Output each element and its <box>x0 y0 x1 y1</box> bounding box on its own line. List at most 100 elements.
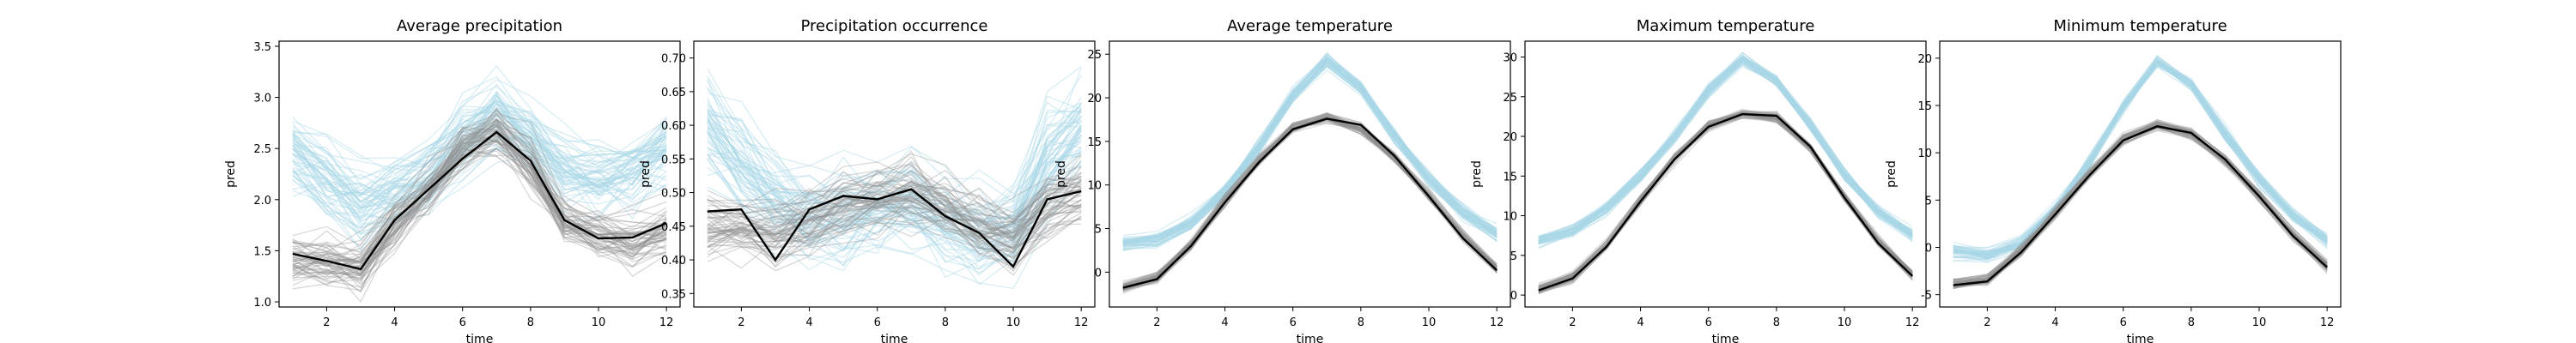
blue-ensemble-line <box>1122 61 1498 249</box>
gray-ensemble-line <box>1953 126 2328 285</box>
gray-ensemble-line <box>292 147 667 274</box>
x-tick-label: 8 <box>2188 316 2195 329</box>
blue-ensemble-line <box>292 118 667 226</box>
gray-ensemble-line <box>292 118 667 254</box>
blue-ensemble-line <box>707 128 1082 238</box>
blue-ensemble-line <box>292 111 667 203</box>
blue-ensemble-line <box>1953 63 2328 254</box>
blue-ensemble-line <box>1953 61 2328 253</box>
gray-ensemble-line <box>1538 111 1913 289</box>
blue-ensemble-line <box>1953 62 2328 263</box>
y-tick-label: 3.5 <box>253 41 271 54</box>
y-tick-label: 0.65 <box>661 87 686 99</box>
gray-ensemble-line <box>707 198 1082 237</box>
gray-ensemble-line <box>707 153 1082 226</box>
blue-ensemble-line <box>1122 58 1498 247</box>
x-tick-label: 4 <box>391 316 398 329</box>
chart-title: Average precipitation <box>397 17 562 35</box>
gray-ensemble-line <box>1122 113 1498 291</box>
gray-ensemble-line <box>292 109 667 264</box>
blue-ensemble-line <box>1122 56 1498 240</box>
blue-ensemble-line <box>707 67 1082 211</box>
blue-ensemble-line <box>1538 57 1913 245</box>
blue-ensemble-line <box>292 106 667 187</box>
gray-ensemble-line <box>1538 112 1913 292</box>
blue-ensemble-line <box>1953 59 2328 253</box>
gray-ensemble-line <box>1122 116 1498 292</box>
gray-ensemble-line <box>292 147 667 277</box>
axes-frame <box>278 40 681 308</box>
y-tick-label: 0.70 <box>661 53 686 66</box>
blue-ensemble-line <box>707 93 1082 218</box>
blue-ensemble-line <box>1953 60 2328 261</box>
gray-ensemble-line <box>1953 121 2328 280</box>
blue-ensemble-line <box>1538 51 1913 238</box>
blue-ensemble-line <box>292 155 667 250</box>
blue-ensemble-line <box>1122 60 1498 247</box>
blue-ensemble-line <box>1538 56 1913 243</box>
blue-ensemble-line <box>292 110 667 220</box>
gray-ensemble-line <box>1122 111 1498 290</box>
blue-ensemble-line <box>292 108 667 185</box>
blue-ensemble-line <box>707 127 1082 253</box>
blue-ensemble-line <box>1538 56 1913 238</box>
x-tick-label: 12 <box>659 316 674 329</box>
gray-ensemble-line <box>1538 117 1913 292</box>
blue-ensemble-line <box>1953 64 2328 252</box>
blue-ensemble-line <box>707 87 1082 225</box>
y-tick-label: 0 <box>1510 290 1517 303</box>
gray-ensemble-line <box>1538 108 1913 286</box>
blue-ensemble-line <box>707 107 1082 236</box>
gray-ensemble-line <box>707 182 1082 230</box>
gray-ensemble-line <box>292 112 667 271</box>
blue-ensemble-line <box>1538 56 1913 243</box>
blue-ensemble-line <box>292 109 667 197</box>
blue-ensemble-line <box>1953 63 2328 256</box>
blue-ensemble-line <box>1122 55 1498 244</box>
gray-ensemble-line <box>707 186 1082 250</box>
blue-ensemble-line <box>1953 60 2328 263</box>
chart-panel-3: 2 4 6 8 10 12 0 5 10 15 20 25 Average temperature tim… <box>1054 17 1511 343</box>
blue-ensemble-line <box>1122 63 1498 245</box>
gray-ensemble-line <box>292 141 667 280</box>
blue-ensemble-line <box>292 93 667 214</box>
y-tick-label: 0 <box>1925 242 1932 255</box>
gray-ensemble-line <box>292 144 667 289</box>
y-tick-label: 3.0 <box>253 93 271 105</box>
blue-ensemble-line <box>707 75 1082 214</box>
gray-ensemble-line <box>1953 123 2328 286</box>
blue-ensemble-line <box>292 108 667 208</box>
gray-ensemble-line <box>707 190 1082 242</box>
gray-ensemble-line <box>1538 116 1913 293</box>
blue-ensemble-line <box>1953 59 2328 259</box>
blue-ensemble-line <box>292 101 667 208</box>
blue-ensemble-line <box>1953 66 2328 256</box>
gray-ensemble-line <box>1538 113 1913 291</box>
blue-ensemble-line <box>1953 61 2328 257</box>
gray-ensemble-line <box>707 179 1082 243</box>
x-tick-label: 8 <box>1773 316 1780 329</box>
blue-ensemble-line <box>707 102 1082 241</box>
y-tick-label: 5 <box>1925 195 1932 208</box>
gray-ensemble-line <box>1122 116 1498 286</box>
gray-ensemble-line <box>1538 117 1913 294</box>
gray-ensemble-line <box>707 195 1082 249</box>
blue-ensemble-line <box>707 114 1082 240</box>
x-tick-label: 12 <box>1905 316 1920 329</box>
gray-ensemble-line <box>1538 114 1913 292</box>
plot-area <box>1953 54 2329 290</box>
blue-ensemble-line <box>292 95 667 211</box>
blue-ensemble-line <box>1122 57 1498 241</box>
blue-ensemble-line <box>707 153 1082 258</box>
blue-ensemble-line <box>292 119 667 204</box>
blue-ensemble-line <box>707 135 1082 246</box>
x-tick-label: 8 <box>1358 316 1364 329</box>
blue-ensemble-line <box>707 133 1082 250</box>
gray-ensemble-line <box>1953 122 2328 286</box>
blue-ensemble-line <box>707 105 1082 235</box>
plot-area <box>1122 51 1498 294</box>
blue-ensemble-line <box>1122 59 1498 251</box>
gray-ensemble-line <box>1538 111 1913 288</box>
x-axis-label: time <box>1297 333 1324 343</box>
gray-ensemble-line <box>1953 122 2328 280</box>
